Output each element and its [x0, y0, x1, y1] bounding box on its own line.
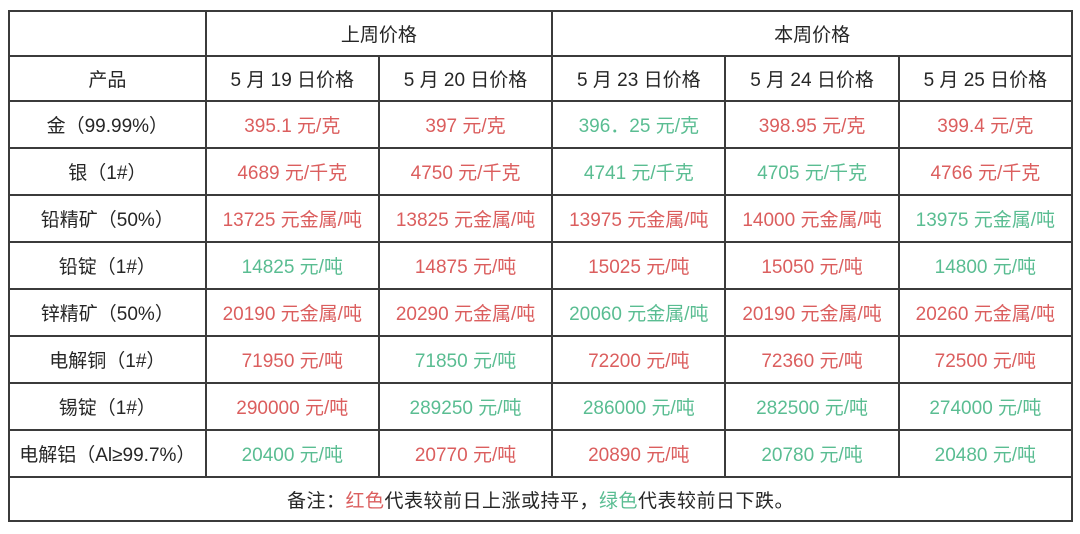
footnote-row: 备注：红色代表较前日上涨或持平，绿色代表较前日下跌。	[8, 476, 1073, 522]
metal-price-table-container: 上周价格 本周价格 产品 5 月 19 日价格 5 月 20 日价格 5 月 2…	[8, 10, 1074, 522]
date-header-may24: 5 月 24 日价格	[724, 55, 900, 102]
price-cell: 20770 元/吨	[377, 429, 554, 478]
table-row: 电解铝（Al≥99.7%） 20400 元/吨 20770 元/吨 20890 元/吨…	[8, 429, 1074, 478]
price-cell: 13975 元金属/吨	[897, 194, 1074, 243]
footnote-red-word: 红色	[345, 490, 385, 512]
product-name: 电解铜（1#）	[8, 335, 207, 384]
product-name: 锌精矿（50%）	[8, 288, 207, 337]
price-cell: 395.1 元/克	[204, 100, 380, 149]
price-cell: 4750 元/千克	[377, 147, 554, 196]
metal-price-table: 上周价格 本周价格 产品 5 月 19 日价格 5 月 20 日价格 5 月 2…	[8, 10, 1074, 522]
price-cell: 14000 元金属/吨	[724, 194, 900, 243]
price-cell: 14825 元/吨	[204, 241, 380, 290]
price-cell: 72500 元/吨	[897, 335, 1074, 384]
product-name: 电解铝（Al≥99.7%）	[8, 429, 207, 478]
price-cell: 72200 元/吨	[551, 335, 727, 384]
table-row: 铅锭（1#） 14825 元/吨 14875 元/吨 15025 元/吨 15050 元…	[8, 241, 1074, 290]
date-header-may25: 5 月 25 日价格	[897, 55, 1074, 102]
price-cell: 72360 元/吨	[724, 335, 900, 384]
this-week-header: 本周价格	[551, 10, 1073, 57]
table-row: 铅精矿（50%） 13725 元金属/吨 13825 元金属/吨 13975 元金属/…	[8, 194, 1074, 243]
footnote-green-desc: 代表较前日下跌。	[638, 490, 795, 512]
product-name: 铅锭（1#）	[8, 241, 207, 290]
price-table-body: 上周价格 本周价格 产品 5 月 19 日价格 5 月 20 日价格 5 月 2…	[8, 10, 1074, 522]
week-header-row: 上周价格 本周价格	[8, 10, 1073, 57]
price-cell: 71950 元/吨	[204, 335, 380, 384]
price-cell: 290000 元/吨	[204, 382, 380, 431]
price-cell: 286000 元/吨	[551, 382, 727, 431]
price-cell: 15050 元/吨	[724, 241, 900, 290]
price-cell: 4689 元/千克	[204, 147, 380, 196]
product-column-header: 产品	[8, 55, 207, 102]
price-cell: 20890 元/吨	[551, 429, 727, 478]
price-cell: 20400 元/吨	[204, 429, 380, 478]
date-header-may19: 5 月 19 日价格	[204, 55, 380, 102]
table-row: 锌精矿（50%） 20190 元金属/吨 20290 元金属/吨 20060 元金属/…	[8, 288, 1074, 337]
price-cell: 13825 元金属/吨	[377, 194, 554, 243]
price-cell: 4741 元/千克	[551, 147, 727, 196]
corner-cell	[8, 10, 207, 57]
footnote: 备注：红色代表较前日上涨或持平，绿色代表较前日下跌。	[8, 476, 1073, 522]
price-cell: 4766 元/千克	[897, 147, 1074, 196]
price-cell: 282500 元/吨	[724, 382, 900, 431]
date-header-row: 产品 5 月 19 日价格 5 月 20 日价格 5 月 23 日价格 5 月 …	[8, 55, 1074, 102]
price-cell: 13975 元金属/吨	[551, 194, 727, 243]
price-cell: 20060 元金属/吨	[551, 288, 727, 337]
table-row: 银（1#） 4689 元/千克 4750 元/千克 4741 元/千克 4705 元/千…	[8, 147, 1074, 196]
product-name: 铅精矿（50%）	[8, 194, 207, 243]
product-name: 银（1#）	[8, 147, 207, 196]
price-cell: 4705 元/千克	[724, 147, 900, 196]
price-cell: 20190 元金属/吨	[204, 288, 380, 337]
price-cell: 396．25 元/克	[551, 100, 727, 149]
last-week-header: 上周价格	[204, 10, 554, 57]
price-cell: 20780 元/吨	[724, 429, 900, 478]
table-row: 锡锭（1#） 290000 元/吨 289250 元/吨 286000 元/吨 2825…	[8, 382, 1074, 431]
price-cell: 398.95 元/克	[724, 100, 900, 149]
price-cell: 20190 元金属/吨	[724, 288, 900, 337]
footnote-red-desc: 代表较前日上涨或持平，	[384, 490, 599, 512]
product-name: 锡锭（1#）	[8, 382, 207, 431]
table-row: 金（99.99%） 395.1 元/克 397 元/克 396．25 元/克 398.9…	[8, 100, 1074, 149]
price-cell: 289250 元/吨	[377, 382, 554, 431]
price-cell: 13725 元金属/吨	[204, 194, 380, 243]
price-cell: 15025 元/吨	[551, 241, 727, 290]
price-cell: 20260 元金属/吨	[897, 288, 1074, 337]
price-cell: 397 元/克	[377, 100, 554, 149]
footnote-green-word: 绿色	[599, 490, 639, 512]
table-row: 电解铜（1#） 71950 元/吨 71850 元/吨 72200 元/吨 72360 …	[8, 335, 1074, 384]
price-cell: 71850 元/吨	[377, 335, 554, 384]
price-cell: 20290 元金属/吨	[377, 288, 554, 337]
price-cell: 14875 元/吨	[377, 241, 554, 290]
price-cell: 14800 元/吨	[897, 241, 1074, 290]
date-header-may20: 5 月 20 日价格	[377, 55, 554, 102]
date-header-may23: 5 月 23 日价格	[551, 55, 727, 102]
product-name: 金（99.99%）	[8, 100, 207, 149]
price-cell: 20480 元/吨	[897, 429, 1074, 478]
footnote-prefix: 备注：	[286, 490, 346, 512]
price-cell: 399.4 元/克	[897, 100, 1074, 149]
price-cell: 274000 元/吨	[897, 382, 1074, 431]
